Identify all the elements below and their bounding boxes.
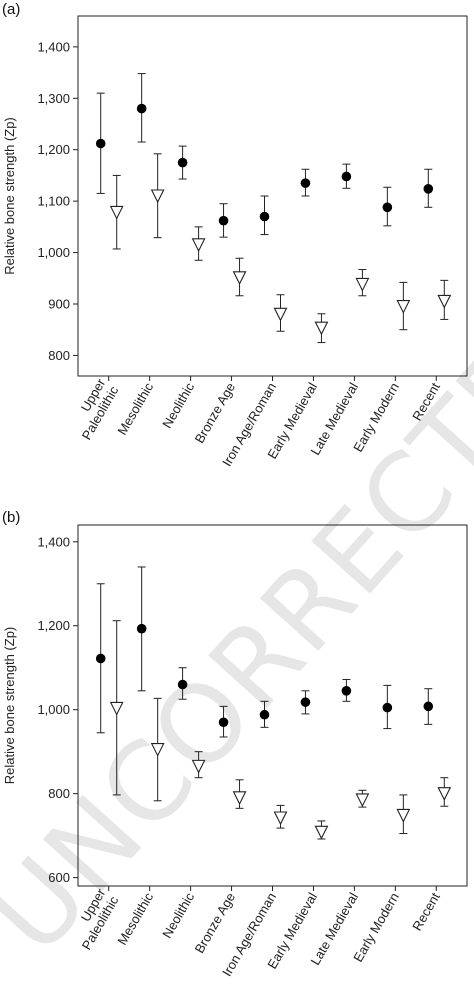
data-point-circle xyxy=(259,211,270,222)
x-tick-label: UpperPaleolithic xyxy=(66,375,122,442)
data-point-circle xyxy=(341,686,352,696)
data-point-circle xyxy=(218,215,229,226)
x-tick-label: Neolithic xyxy=(159,890,197,941)
data-point-circle xyxy=(259,709,270,720)
panel-label: (a) xyxy=(2,1,20,18)
watermark-text: UNCORRECTED xyxy=(0,260,474,978)
x-tick-label: Bronze Age xyxy=(192,890,239,956)
x-tick-label: Mesolithic xyxy=(114,380,156,438)
data-point-circle xyxy=(300,178,311,188)
data-point-triangle xyxy=(314,825,329,840)
y-tick-label: 800 xyxy=(48,348,70,363)
data-point-triangle xyxy=(437,787,452,801)
x-tick-label: Neolithic xyxy=(159,380,197,431)
x-tick-label: Bronze Age xyxy=(192,380,239,446)
y-tick-label: 800 xyxy=(48,786,70,801)
y-tick-label: 600 xyxy=(48,870,70,885)
data-point-triangle xyxy=(191,759,206,774)
data-point-triangle xyxy=(396,300,411,314)
data-point-circle xyxy=(382,202,393,213)
data-point-triangle xyxy=(437,294,452,309)
data-point-circle xyxy=(177,157,188,168)
data-point-circle xyxy=(136,623,147,634)
y-tick-label: 1,000 xyxy=(37,245,70,260)
x-tick-label: Recent xyxy=(409,890,443,934)
data-point-triangle xyxy=(314,321,329,336)
data-point-triangle xyxy=(150,189,165,204)
data-point-circle xyxy=(423,701,434,712)
y-tick-label: 1,300 xyxy=(37,91,70,106)
plot-frame xyxy=(77,15,468,377)
data-point-triangle xyxy=(109,701,124,716)
data-point-triangle xyxy=(273,307,288,322)
y-tick-label: 900 xyxy=(48,297,70,312)
data-point-triangle xyxy=(191,238,206,253)
y-tick-label: 1,100 xyxy=(37,194,70,209)
panel-label: (b) xyxy=(2,509,20,526)
data-point-triangle xyxy=(355,277,370,292)
y-tick-label: 1,400 xyxy=(37,534,70,549)
y-tick-label: 1,000 xyxy=(37,702,70,717)
data-point-triangle xyxy=(355,793,370,808)
data-point-circle xyxy=(95,138,106,149)
data-point-circle xyxy=(95,653,106,664)
data-point-circle xyxy=(177,679,188,690)
y-tick-label: 1,200 xyxy=(37,618,70,633)
data-point-triangle xyxy=(396,808,411,823)
data-point-circle xyxy=(341,171,352,182)
y-axis-title: Relative bone strength (Zp) xyxy=(2,627,17,785)
data-point-triangle xyxy=(232,271,247,286)
y-tick-label: 1,200 xyxy=(37,142,70,157)
data-point-circle xyxy=(423,184,434,194)
data-point-triangle xyxy=(109,205,124,220)
data-point-circle xyxy=(300,697,311,707)
y-axis-title: Relative bone strength (Zp) xyxy=(2,117,17,275)
data-point-triangle xyxy=(273,811,288,826)
data-point-circle xyxy=(218,717,229,728)
data-point-triangle xyxy=(232,791,247,806)
chart-panel: (a) 800 900 1,000 1,100 1,200 1,300 1,400 Relati… xyxy=(2,1,468,469)
data-point-circle xyxy=(382,702,393,713)
data-point-circle xyxy=(136,103,147,114)
data-point-triangle xyxy=(150,743,165,757)
y-tick-label: 1,400 xyxy=(37,39,70,54)
